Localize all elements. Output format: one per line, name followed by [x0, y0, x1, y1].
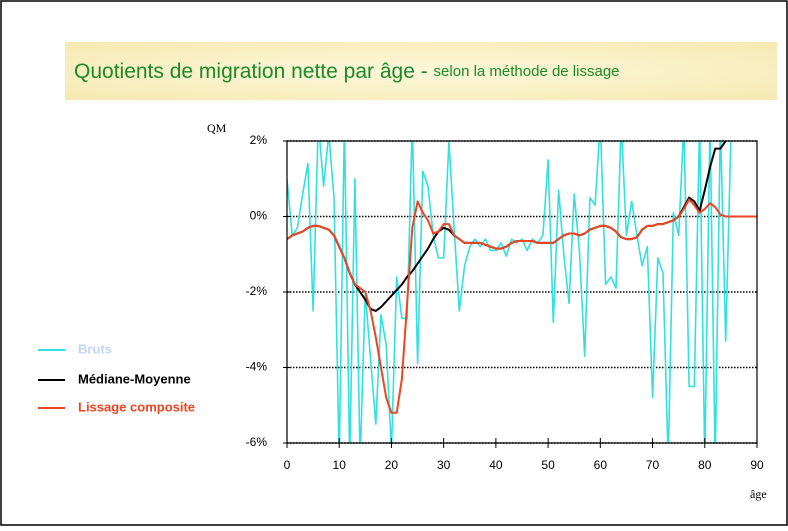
x-tick-label: 10 [333, 458, 347, 472]
x-tick-label: 40 [489, 458, 503, 472]
y-tick-label: -2% [246, 284, 268, 298]
legend-label: Bruts [78, 341, 112, 356]
x-tick-label: 20 [385, 458, 399, 472]
x-tick-label: 70 [646, 458, 660, 472]
subtitle: selon la méthode de lissage [434, 63, 620, 80]
plot-lines [287, 141, 757, 443]
x-tick-label: 50 [541, 458, 555, 472]
chart-title: Quotients de migration nette par âge - s… [74, 60, 620, 83]
x-axis-label: âge [750, 487, 767, 501]
series-line [287, 198, 757, 414]
y-tick-label: 2% [250, 133, 268, 147]
x-tick-label: 30 [437, 458, 451, 472]
y-axis-label: QM [207, 121, 227, 135]
y-tick-label: 0% [250, 209, 268, 223]
x-tick-label: 80 [698, 458, 712, 472]
legend-label: Lissage composite [78, 399, 195, 414]
x-tick-label: 90 [750, 458, 764, 472]
legend: Bruts Médiane-Moyenne Lissage composite [38, 341, 195, 414]
axes: -6% -4% -2% 0% 2% 0 10 20 30 40 50 60 70 80 90 [246, 133, 764, 472]
title: Quotients de migration nette par âge - [74, 60, 434, 83]
legend-label: Médiane-Moyenne [78, 371, 191, 386]
series-line [287, 141, 732, 443]
y-tick-label: -6% [246, 435, 268, 449]
y-tick-label: -4% [246, 360, 268, 374]
x-tick-label: 60 [594, 458, 608, 472]
x-tick-label: 0 [284, 458, 291, 472]
title-box [65, 42, 777, 100]
